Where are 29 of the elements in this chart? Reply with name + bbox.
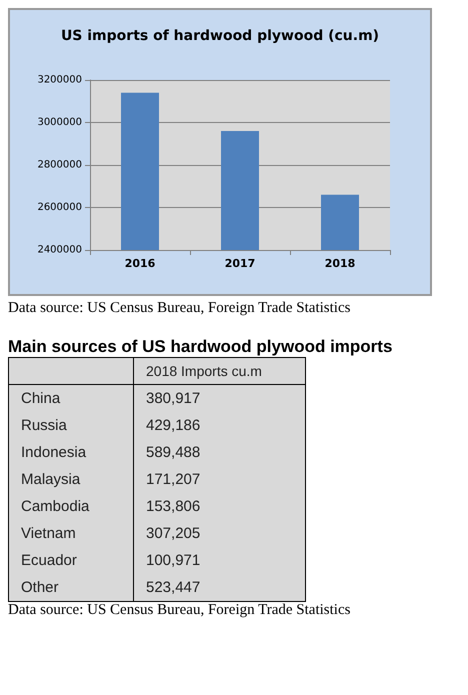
y-tick-label: 2400000 xyxy=(37,244,82,256)
x-tick-label: 2016 xyxy=(124,257,156,270)
text: Main sources of US hardwood plywood imports xyxy=(8,337,394,357)
text: 171,207 xyxy=(146,471,200,488)
category-label: Malaysia xyxy=(8,466,134,493)
category-label: Vietnam xyxy=(8,520,134,547)
text: 429,186 xyxy=(146,417,200,434)
text: 589,488 xyxy=(146,444,200,461)
text: 2018 Imports cu.m xyxy=(134,358,306,384)
category-label: Other xyxy=(8,574,134,602)
text: 153,806 xyxy=(146,498,200,515)
text: 380,917 xyxy=(146,390,200,407)
text: 100,971 xyxy=(146,552,200,569)
source-note: Data source: US Census Bureau, Foreign Trade Statistics xyxy=(8,300,352,317)
source-note: Data source: US Census Bureau, Foreign Trade Statistics xyxy=(8,602,352,619)
category-label: Ecuador xyxy=(8,547,134,574)
chart-title: US imports of hardwood plywood (cu.m) xyxy=(60,28,380,44)
text: 307,205 xyxy=(146,525,200,542)
x-tick-label: 2018 xyxy=(324,257,356,270)
category-label: China xyxy=(8,384,134,412)
y-tick-label: 3000000 xyxy=(37,117,82,128)
category-label: Indonesia xyxy=(8,439,134,466)
y-tick-label: 2600000 xyxy=(37,202,82,213)
text: 523,447 xyxy=(146,579,200,596)
x-tick-label: 2017 xyxy=(224,257,256,270)
category-label: Cambodia xyxy=(8,493,134,520)
category-label: Russia xyxy=(8,412,134,439)
y-tick-label: 3200000 xyxy=(37,74,82,86)
y-tick-label: 2800000 xyxy=(37,160,82,170)
